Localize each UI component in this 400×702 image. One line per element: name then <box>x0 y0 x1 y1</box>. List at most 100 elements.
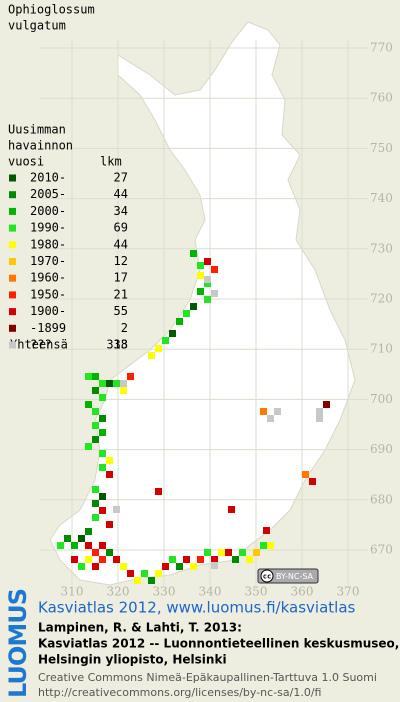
legend-label: 1900- <box>30 304 66 318</box>
occurrence-square <box>85 443 92 450</box>
legend-count: 44 <box>114 237 128 251</box>
occurrence-square <box>85 542 92 549</box>
occurrence-square <box>99 394 106 401</box>
occurrence-square <box>127 373 134 380</box>
occurrence-square <box>64 535 71 542</box>
occurrence-square <box>162 563 169 570</box>
y-grid-label: 670 <box>370 543 393 557</box>
occurrence-square <box>204 549 211 556</box>
badge-cc: cc <box>263 573 271 581</box>
occurrence-square <box>169 556 176 563</box>
species-title: Ophioglossum <box>8 3 95 17</box>
occurrence-square <box>71 542 78 549</box>
legend-heading: havainnon <box>8 139 73 153</box>
citation: Lampinen, R. & Lahti, T. 2013: <box>38 621 242 635</box>
occurrence-square <box>92 408 99 415</box>
occurrence-square <box>127 570 134 577</box>
x-grid-label: 330 <box>153 585 176 599</box>
legend-heading: Uusimman <box>8 123 66 137</box>
occurrence-square <box>211 556 218 563</box>
occurrence-square <box>71 556 78 563</box>
occurrence-square <box>92 500 99 507</box>
y-grid-label: 680 <box>370 492 393 506</box>
x-grid-label: 340 <box>199 585 222 599</box>
occurrence-square <box>228 506 235 513</box>
finland-outline <box>49 21 356 586</box>
legend-label: -1899 <box>30 321 66 335</box>
citation: Helsingin yliopisto, Helsinki <box>38 653 227 667</box>
y-grid-label: 720 <box>370 292 393 306</box>
occurrence-square <box>232 556 239 563</box>
y-grid-label: 700 <box>370 392 393 406</box>
license-badge: cc BY-NC-SA <box>257 568 319 584</box>
species-title: vulgatum <box>8 19 66 33</box>
occurrence-square <box>225 549 232 556</box>
y-grid-label: 740 <box>370 191 393 205</box>
x-grid-label: 370 <box>337 585 360 599</box>
legend-swatch <box>9 308 16 316</box>
occurrence-square <box>92 486 99 493</box>
occurrence-square <box>260 542 267 549</box>
legend-label: 1970- <box>30 254 66 268</box>
occurrence-square <box>57 542 64 549</box>
occurrence-square <box>85 373 92 380</box>
occurrence-square <box>120 380 127 387</box>
occurrence-square <box>78 563 85 570</box>
legend-count: 21 <box>114 287 128 301</box>
legend-count: 17 <box>114 271 128 285</box>
legend-label: 1990- <box>30 221 66 235</box>
occurrence-square <box>263 527 270 534</box>
occurrence-square <box>106 521 113 528</box>
x-grid-label: 320 <box>107 585 130 599</box>
occurrence-square <box>92 436 99 443</box>
occurrence-square <box>99 542 106 549</box>
badge-icon <box>260 569 274 583</box>
occurrence-square <box>211 562 218 569</box>
y-grid-label: 750 <box>370 141 393 155</box>
occurrence-square <box>267 542 274 549</box>
occurrence-square <box>85 556 92 563</box>
legend-label: 2005- <box>30 187 66 201</box>
occurrence-square <box>148 352 155 359</box>
occurrence-square <box>169 330 176 337</box>
occurrence-square <box>316 408 323 415</box>
occurrence-square <box>197 272 204 279</box>
occurrence-square <box>176 318 183 325</box>
occurrence-square <box>197 262 204 269</box>
x-grid-label: 350 <box>245 585 268 599</box>
occurrence-square <box>85 401 92 408</box>
legend-swatch <box>9 258 16 265</box>
y-grid-label: 760 <box>370 91 393 105</box>
legend-swatch <box>9 324 16 332</box>
legend-label: 1960- <box>30 271 66 285</box>
occurrence-square <box>92 422 99 429</box>
legend-heading: vuosi <box>8 155 44 169</box>
legend-count: 27 <box>114 171 128 185</box>
occurrence-square <box>204 258 211 265</box>
license-url[interactable]: http://creativecommons.org/licenses/by-n… <box>38 686 321 699</box>
occurrence-square <box>197 288 204 295</box>
occurrence-square <box>176 563 183 570</box>
occurrence-square <box>197 556 204 563</box>
occurrence-square <box>155 488 162 495</box>
legend-label: 1980- <box>30 237 66 251</box>
occurrence-square <box>211 266 218 273</box>
legend-swatch <box>9 341 16 349</box>
occurrence-square <box>204 280 211 287</box>
badge-box <box>257 568 319 584</box>
occurrence-square <box>113 506 120 513</box>
legend-swatch <box>9 241 16 249</box>
kasviatlas-link[interactable]: Kasviatlas 2012, www.luomus.fi/kasviatla… <box>38 599 356 617</box>
occurrence-square <box>99 429 106 436</box>
legend-label: 1950- <box>30 287 66 301</box>
occurrence-square <box>302 471 309 478</box>
legend-count: 13 <box>114 338 128 352</box>
occurrence-square <box>267 415 274 422</box>
legend-count: 12 <box>114 254 128 268</box>
occurrence-square <box>99 464 106 471</box>
occurrence-square <box>274 408 281 415</box>
legend-total: 338 <box>106 338 128 352</box>
occurrence-square <box>141 570 148 577</box>
legend-count: 44 <box>114 187 128 201</box>
occurrence-square <box>134 577 141 584</box>
